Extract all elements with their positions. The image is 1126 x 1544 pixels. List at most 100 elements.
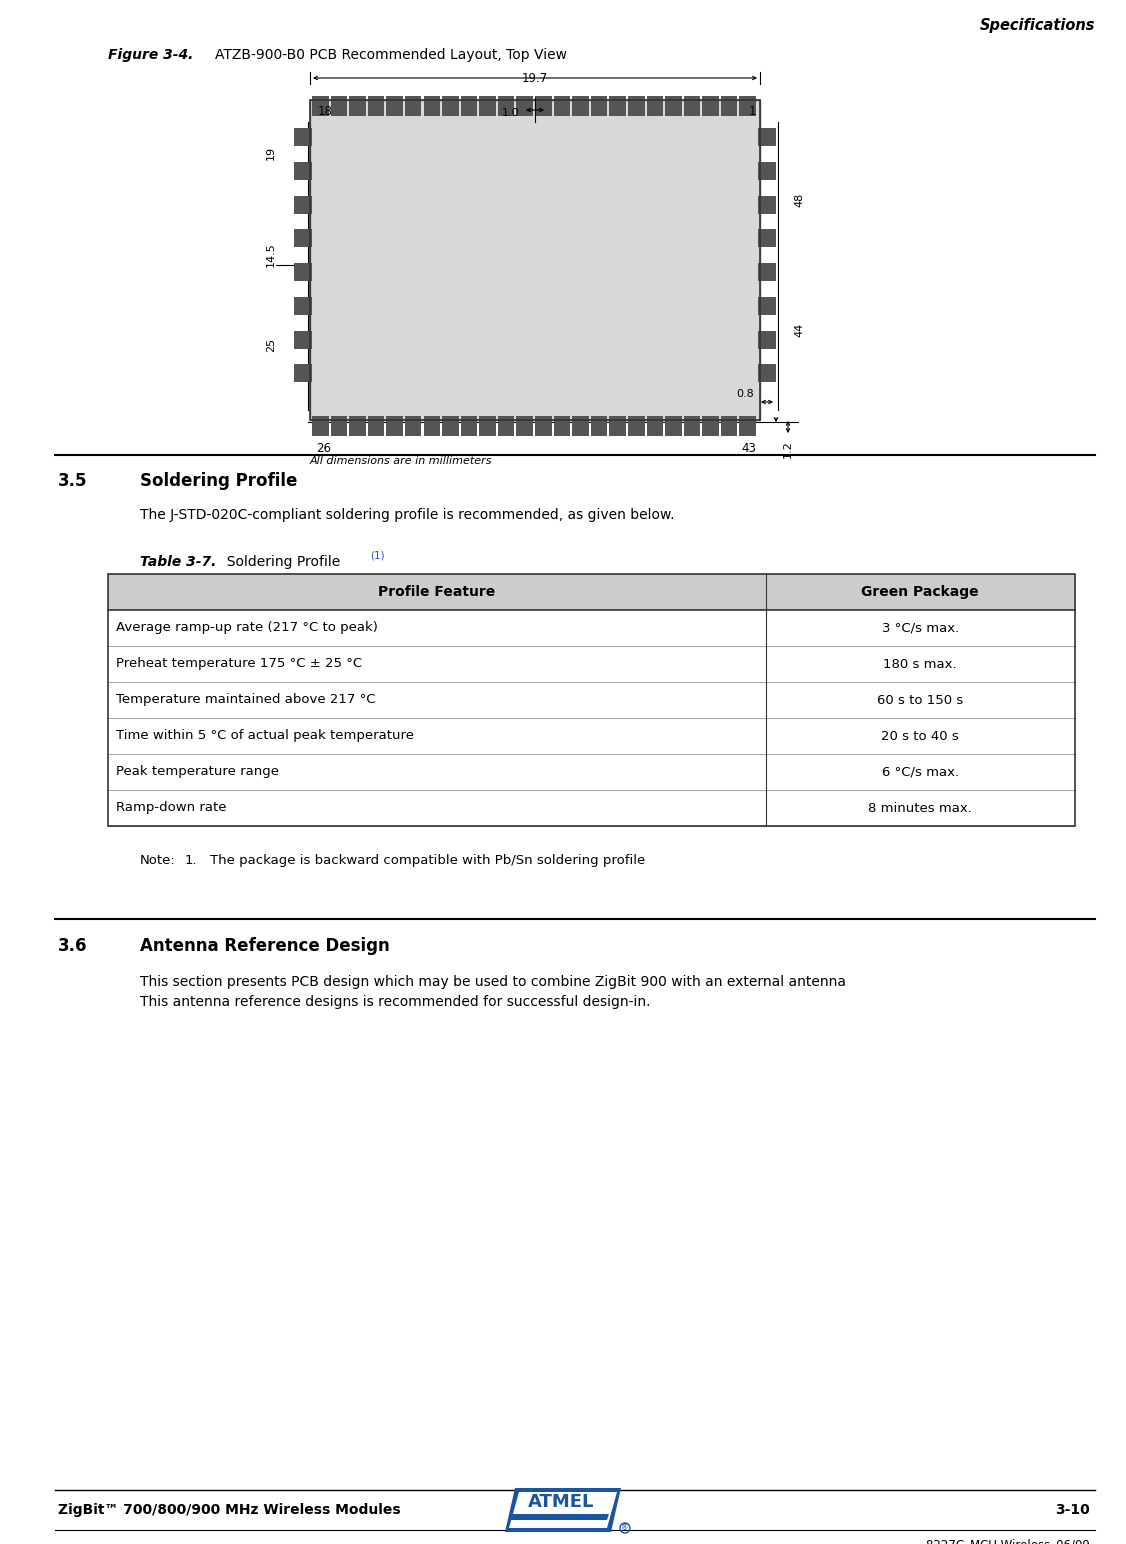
Bar (554, 96, 570, 116)
Text: Soldering Profile: Soldering Profile (218, 554, 340, 570)
Text: Time within 5 °C of actual peak temperature: Time within 5 °C of actual peak temperat… (116, 729, 414, 743)
Bar (535, 96, 552, 116)
Bar (498, 96, 515, 116)
Bar (628, 415, 644, 435)
Text: 1: 1 (749, 105, 756, 117)
Bar (665, 415, 681, 435)
Text: Ramp-down rate: Ramp-down rate (116, 801, 226, 815)
Text: Antenna Reference Design: Antenna Reference Design (140, 937, 390, 956)
Bar (294, 196, 312, 213)
Bar (758, 262, 776, 281)
Text: Temperature maintained above 217 °C: Temperature maintained above 217 °C (116, 693, 375, 707)
Text: 43: 43 (741, 442, 756, 455)
Text: This section presents PCB design which may be used to combine ZigBit 900 with an: This section presents PCB design which m… (140, 974, 846, 990)
Text: This antenna reference designs is recommended for successful design-in.: This antenna reference designs is recomm… (140, 994, 651, 1008)
Text: Note:: Note: (140, 854, 176, 868)
Bar (683, 96, 700, 116)
Text: ®: ® (622, 1524, 628, 1533)
Text: 1.0: 1.0 (501, 108, 519, 117)
Bar (572, 96, 589, 116)
Text: All dimensions are in millimeters: All dimensions are in millimeters (310, 455, 492, 466)
Text: 44: 44 (794, 323, 804, 337)
Text: Green Package: Green Package (861, 585, 980, 599)
Bar (758, 229, 776, 247)
Bar (294, 128, 312, 147)
Bar (294, 262, 312, 281)
Bar (703, 415, 718, 435)
Text: 0.8: 0.8 (736, 389, 754, 398)
Bar (609, 96, 626, 116)
Bar (423, 415, 440, 435)
Bar (368, 415, 384, 435)
Text: 3-10: 3-10 (1055, 1502, 1090, 1518)
Text: ATZB-900-B0 PCB Recommended Layout, Top View: ATZB-900-B0 PCB Recommended Layout, Top … (215, 48, 568, 62)
Bar (609, 415, 626, 435)
Text: Peak temperature range: Peak temperature range (116, 766, 279, 778)
Polygon shape (509, 1515, 609, 1519)
Text: 6 °C/s max.: 6 °C/s max. (882, 766, 959, 778)
Bar (740, 96, 756, 116)
Bar (646, 96, 663, 116)
Text: Table 3-7.: Table 3-7. (140, 554, 216, 570)
Text: Average ramp-up rate (217 °C to peak): Average ramp-up rate (217 °C to peak) (116, 622, 378, 635)
Bar (349, 415, 366, 435)
Bar (758, 162, 776, 179)
Bar (310, 100, 760, 420)
Bar (294, 330, 312, 349)
Bar (591, 96, 607, 116)
Bar (331, 96, 347, 116)
Bar (461, 96, 477, 116)
Bar (423, 96, 440, 116)
Text: Soldering Profile: Soldering Profile (140, 472, 297, 489)
Bar (108, 682, 1075, 718)
Text: 20 s to 40 s: 20 s to 40 s (882, 729, 959, 743)
Text: Preheat temperature 175 °C ± 25 °C: Preheat temperature 175 °C ± 25 °C (116, 658, 363, 670)
Bar (108, 791, 1075, 826)
Text: 60 s to 150 s: 60 s to 150 s (877, 693, 964, 707)
Bar (312, 96, 329, 116)
Text: ZigBit™ 700/800/900 MHz Wireless Modules: ZigBit™ 700/800/900 MHz Wireless Modules (59, 1502, 401, 1518)
Text: 180 s max.: 180 s max. (884, 658, 957, 670)
Bar (108, 574, 1075, 826)
Text: 18: 18 (318, 105, 333, 117)
Bar (758, 128, 776, 147)
Bar (310, 100, 760, 420)
Bar (517, 415, 533, 435)
Bar (405, 415, 421, 435)
Bar (517, 96, 533, 116)
Bar (108, 610, 1075, 645)
Bar (368, 96, 384, 116)
Bar (349, 96, 366, 116)
Bar (294, 229, 312, 247)
Bar (591, 415, 607, 435)
Bar (294, 296, 312, 315)
Bar (758, 364, 776, 383)
Text: Figure 3-4.: Figure 3-4. (108, 48, 194, 62)
Polygon shape (509, 1492, 617, 1529)
Text: 48: 48 (794, 193, 804, 207)
Bar (665, 96, 681, 116)
Polygon shape (504, 1488, 622, 1532)
Bar (108, 753, 1075, 791)
Text: Specifications: Specifications (980, 19, 1094, 32)
Bar (703, 96, 718, 116)
Text: ATMEL: ATMEL (528, 1493, 595, 1512)
Bar (758, 296, 776, 315)
Bar (405, 96, 421, 116)
Bar (721, 96, 738, 116)
Bar (683, 415, 700, 435)
Text: 8227C–MCU Wireless–06/09: 8227C–MCU Wireless–06/09 (926, 1538, 1090, 1544)
Bar (108, 718, 1075, 753)
Bar (108, 574, 1075, 610)
Text: 3 °C/s max.: 3 °C/s max. (882, 622, 959, 635)
Text: 8 minutes max.: 8 minutes max. (868, 801, 972, 815)
Text: 19.7: 19.7 (521, 73, 548, 85)
Bar (646, 415, 663, 435)
Text: 14.5: 14.5 (266, 242, 276, 267)
Text: 1.: 1. (185, 854, 198, 868)
Bar (331, 415, 347, 435)
Bar (498, 415, 515, 435)
Text: The package is backward compatible with Pb/Sn soldering profile: The package is backward compatible with … (211, 854, 645, 868)
Bar (572, 415, 589, 435)
Bar (294, 162, 312, 179)
